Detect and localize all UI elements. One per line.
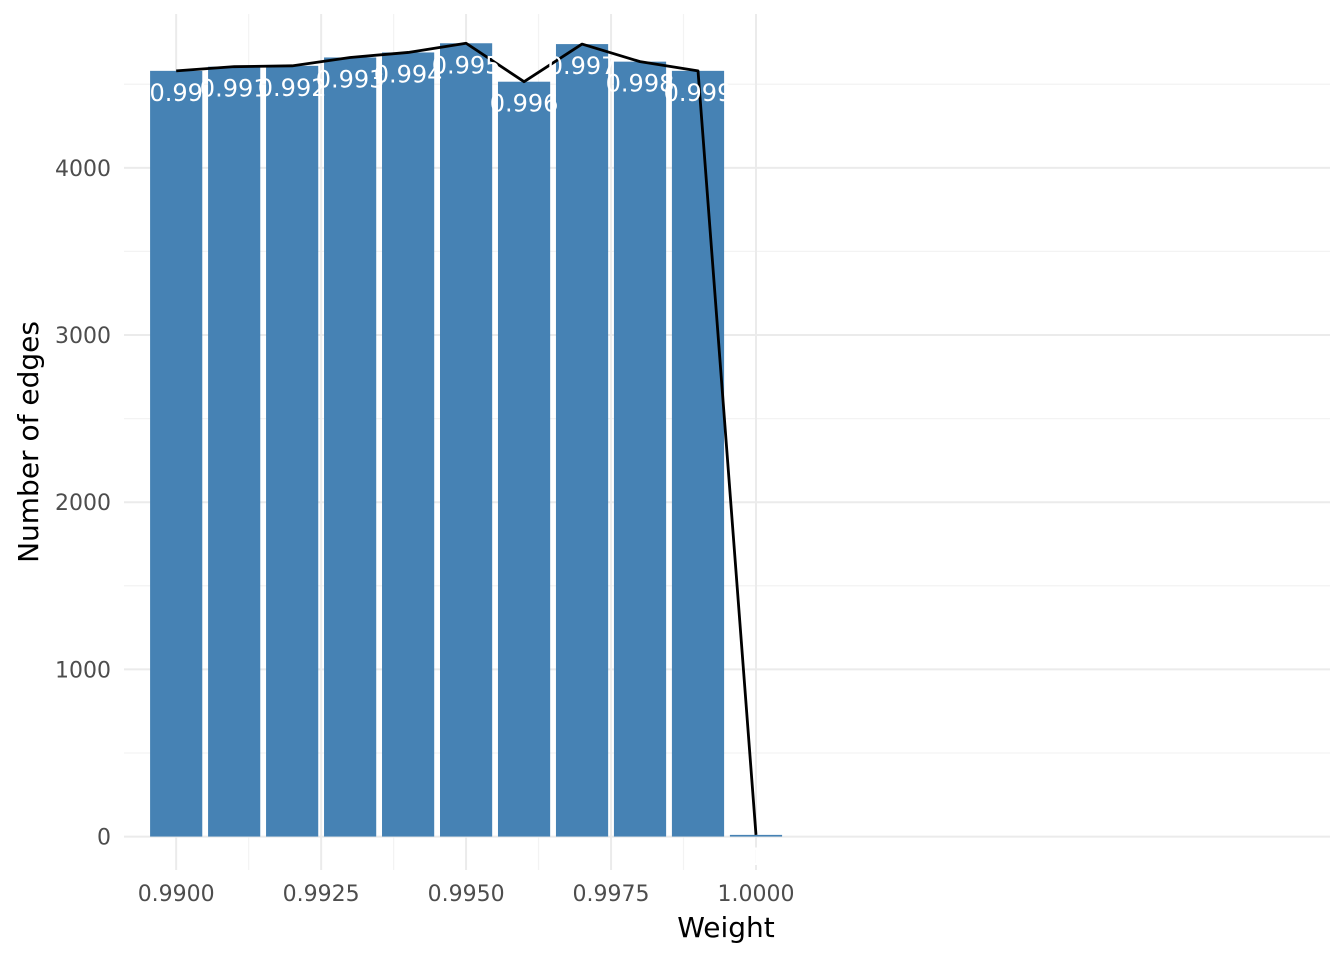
bar <box>497 81 551 837</box>
bar-labels: 0.990.9910.9920.9930.9940.9950.9960.9970… <box>149 51 763 871</box>
bar-label: 0.992 <box>258 74 327 102</box>
bar <box>671 70 725 837</box>
bars <box>150 43 783 837</box>
y-tick-label: 3000 <box>55 324 111 349</box>
bar <box>266 65 319 837</box>
bar-label: 0.991 <box>200 75 269 103</box>
frequency-line <box>176 41 758 835</box>
bar-label: 0.999 <box>664 79 733 107</box>
bar <box>208 66 261 837</box>
x-tick-label: 0.9925 <box>283 882 360 907</box>
bar-label: 0.994 <box>374 60 443 88</box>
bar-label: 0.998 <box>606 70 675 98</box>
y-axis-title: Number of edges <box>12 321 45 563</box>
x-axis-ticks: 0.9900 0.9925 0.9950 0.9975 1.0000 <box>138 882 795 907</box>
x-tick-label: 1.0000 <box>717 882 794 907</box>
bar <box>439 43 493 837</box>
x-tick-label: 0.9975 <box>573 882 650 907</box>
bar-label: 0.99 <box>149 79 202 107</box>
bar <box>729 834 783 837</box>
y-axis-ticks: 0 1000 2000 3000 4000 <box>55 157 111 851</box>
bar-label: 1 <box>748 843 763 871</box>
x-tick-label: 0.9950 <box>428 882 505 907</box>
x-tick-label: 0.9900 <box>138 882 215 907</box>
bar-label: 0.996 <box>490 90 559 118</box>
y-tick-label: 4000 <box>55 157 111 182</box>
y-tick-label: 2000 <box>55 491 111 516</box>
bar-label: 0.995 <box>432 51 501 79</box>
x-axis-title: Weight <box>677 911 775 944</box>
bar-label: 0.993 <box>316 65 385 93</box>
bar-label: 0.997 <box>548 52 617 80</box>
y-tick-label: 1000 <box>55 658 111 683</box>
bar <box>324 57 377 837</box>
bar <box>613 61 667 837</box>
bar <box>150 70 203 837</box>
frequency-line-path <box>176 41 758 835</box>
bar <box>555 44 609 837</box>
bar <box>382 52 435 837</box>
y-tick-label: 0 <box>97 826 111 851</box>
